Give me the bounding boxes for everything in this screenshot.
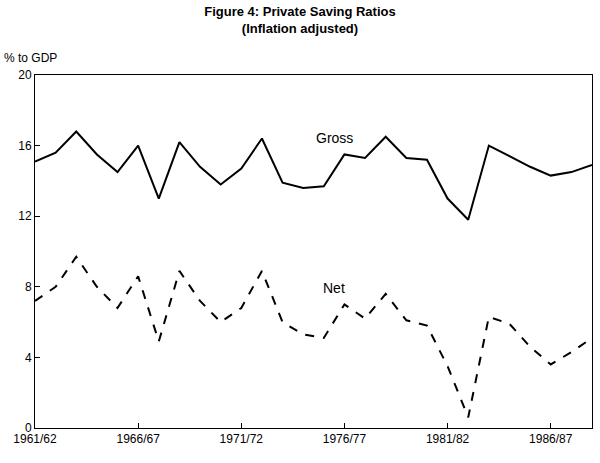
svg-text:8: 8 <box>25 280 32 294</box>
svg-text:1971/72: 1971/72 <box>220 432 264 446</box>
svg-text:Gross: Gross <box>316 130 353 146</box>
svg-text:1961/62: 1961/62 <box>13 432 57 446</box>
svg-text:1981/82: 1981/82 <box>426 432 470 446</box>
svg-text:0: 0 <box>25 421 32 435</box>
svg-text:Net: Net <box>323 280 345 296</box>
svg-text:12: 12 <box>18 209 32 223</box>
svg-text:1966/67: 1966/67 <box>116 432 160 446</box>
svg-text:4: 4 <box>25 351 32 365</box>
svg-text:1986/87: 1986/87 <box>529 432 573 446</box>
svg-text:Figure 4: Private Saving Ratio: Figure 4: Private Saving Ratios(Inflatio… <box>204 4 395 36</box>
svg-text:% to GDP: % to GDP <box>4 51 57 65</box>
svg-text:1976/77: 1976/77 <box>323 432 367 446</box>
svg-text:16: 16 <box>18 139 32 153</box>
svg-text:20: 20 <box>18 68 32 82</box>
